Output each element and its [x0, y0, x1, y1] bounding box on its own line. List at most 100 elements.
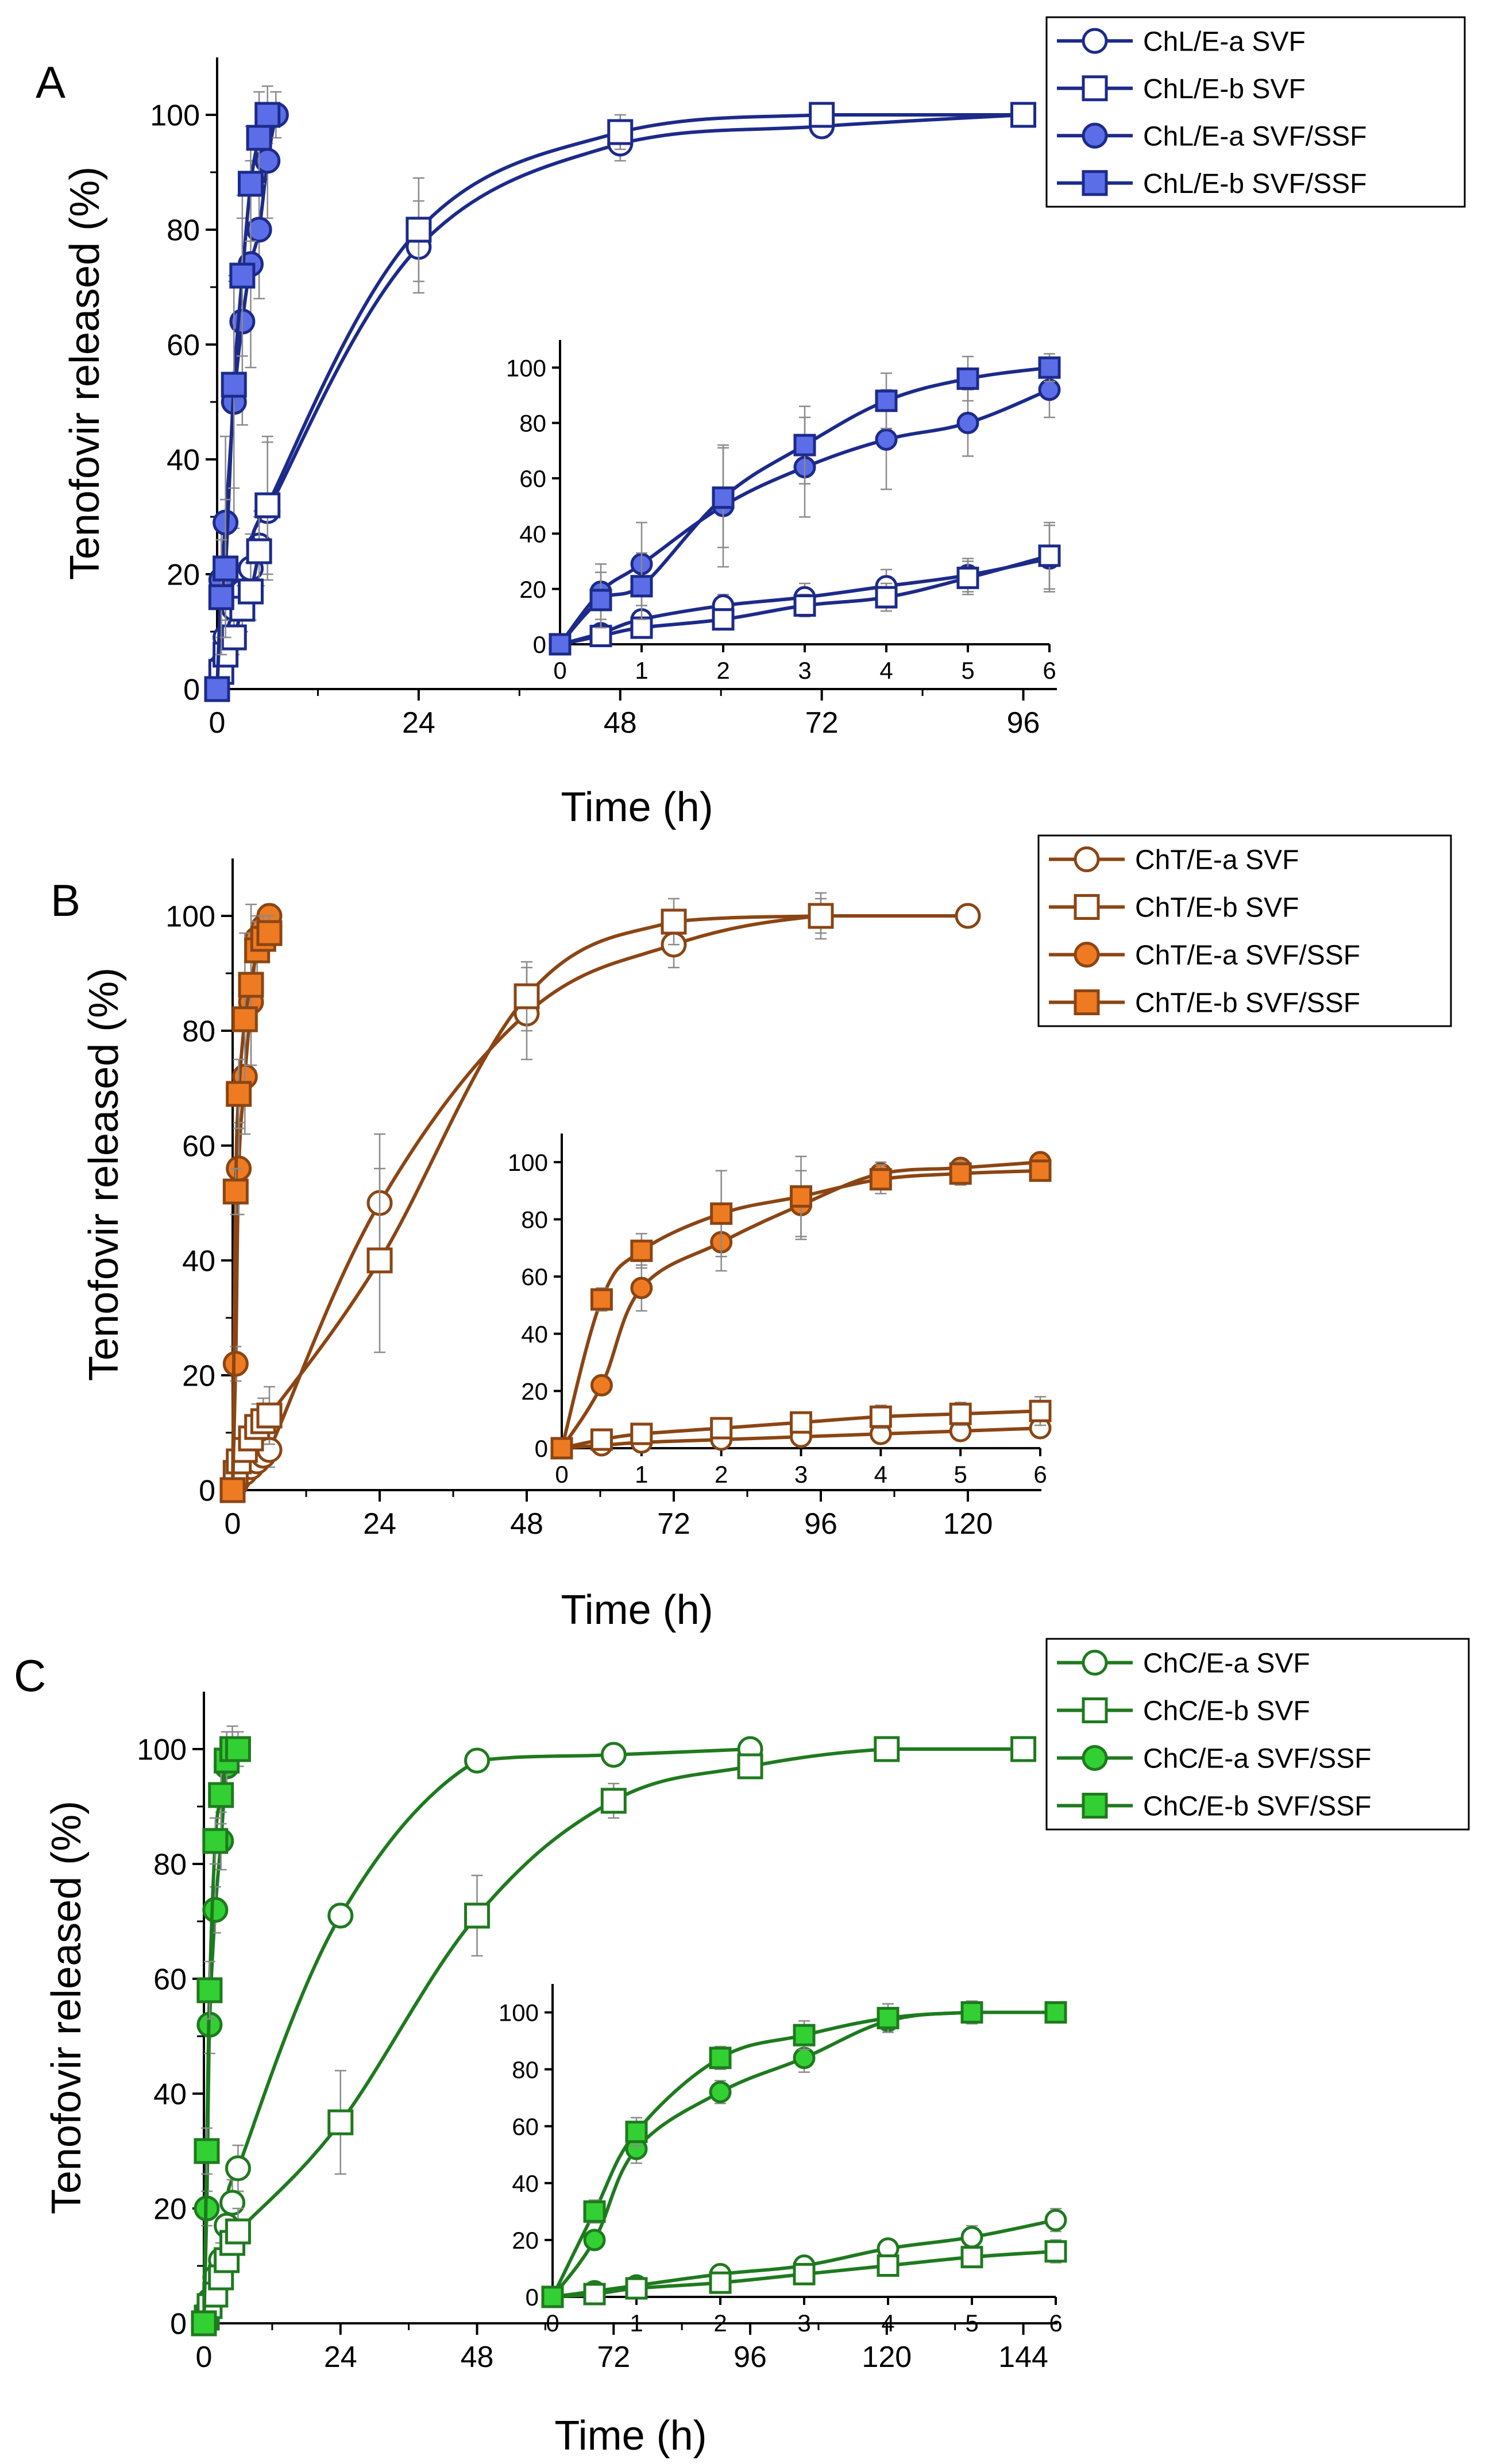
- inset-data-point: [710, 1202, 733, 1225]
- main-data-point: [600, 1788, 627, 1814]
- main-data-point: [464, 1902, 491, 1929]
- main-data-point: [808, 903, 834, 929]
- legend-marker: [1082, 1697, 1108, 1723]
- legend-label: ChT/E-a SVF: [1135, 845, 1299, 876]
- inset-data-point: [709, 2047, 732, 2070]
- inset-x-tick-label: 5: [954, 1461, 967, 1488]
- inset-y-tick-label: 40: [519, 520, 546, 547]
- main-x-tick-label: 96: [804, 1507, 837, 1541]
- inset-data-point: [793, 594, 816, 617]
- inset-x-tick-label: 0: [546, 2310, 559, 2337]
- inset-data-point: [1029, 1399, 1052, 1422]
- main-y-tick-label: 100: [165, 900, 215, 934]
- inset-data-point: [960, 2246, 983, 2269]
- main-x-tick-label: 48: [510, 1507, 543, 1541]
- main-x-tick-label: 120: [943, 1507, 993, 1541]
- legend-label: ChT/E-a SVF/SSF: [1135, 941, 1360, 971]
- inset-y-tick-label: 40: [512, 2170, 539, 2197]
- inset-data-point: [630, 616, 653, 639]
- main-data-point: [600, 1742, 627, 1768]
- main-x-tick-label: 96: [1007, 706, 1040, 740]
- legend-box: [1045, 16, 1466, 208]
- main-x-tick-label: 72: [657, 1507, 690, 1541]
- inset-data-point: [549, 633, 572, 656]
- inset-data-point: [793, 2024, 816, 2047]
- inset-y-tick-label: 60: [512, 2113, 539, 2140]
- inset-data-point: [583, 2200, 606, 2223]
- inset-x-tick-label: 4: [874, 1461, 887, 1488]
- y-axis-title: Tenofovir released (%): [44, 1801, 90, 2214]
- main-y-tick-label: 20: [167, 559, 200, 592]
- inset-data-point: [590, 1374, 613, 1397]
- inset-y-tick-label: 0: [526, 2284, 539, 2311]
- inset-data-point: [1038, 356, 1061, 379]
- main-data-point: [254, 492, 281, 519]
- inset-y-tick-label: 20: [521, 1378, 548, 1405]
- main-y-tick-label: 60: [167, 329, 200, 362]
- main-x-tick-label: 0: [209, 706, 226, 740]
- inset-data-point: [960, 2001, 983, 2024]
- main-data-point: [225, 2155, 251, 2181]
- inset-y-tick-label: 20: [519, 576, 546, 603]
- inset-data-point: [875, 428, 898, 451]
- inset-y-tick-label: 100: [499, 1999, 539, 2026]
- inset-data-point: [550, 1437, 573, 1460]
- legend-label: ChT/E-b SVF/SSF: [1135, 988, 1360, 1019]
- legend-marker: [1082, 1650, 1108, 1676]
- inset-data-point: [590, 1288, 613, 1311]
- main-data-point: [225, 2218, 251, 2245]
- inset-x-tick-label: 2: [715, 1461, 728, 1488]
- inset-series-line: [551, 2010, 1056, 2298]
- inset-data-point: [583, 2283, 606, 2306]
- main-data-point: [1010, 1736, 1037, 1762]
- main-data-point: [226, 1081, 252, 1107]
- main-x-tick-label: 24: [324, 2341, 357, 2374]
- main-data-point: [246, 538, 272, 564]
- panel-letter: C: [14, 1650, 46, 1701]
- main-y-tick-label: 20: [153, 2193, 187, 2226]
- inset-y-tick-label: 60: [521, 1263, 548, 1290]
- main-data-point: [231, 1006, 258, 1032]
- inset-data-point: [1029, 1159, 1052, 1182]
- inset-y-tick-label: 80: [512, 2056, 539, 2083]
- main-data-point: [955, 903, 981, 929]
- inset-data-point: [1038, 544, 1061, 567]
- main-x-tick-label: 24: [363, 1507, 396, 1541]
- inset-x-tick-label: 0: [553, 657, 566, 684]
- legend-marker: [1082, 170, 1108, 196]
- main-x-tick-label: 48: [604, 706, 637, 740]
- main-y-tick-label: 0: [170, 2308, 187, 2341]
- inset-y-tick-label: 40: [521, 1321, 548, 1348]
- main-data-point: [208, 584, 234, 610]
- legend-marker: [1074, 846, 1100, 872]
- legend-marker: [1074, 942, 1100, 968]
- legend-marker: [1082, 1793, 1108, 1819]
- main-data-point: [1010, 102, 1037, 128]
- legend-label: ChC/E-b SVF/SSF: [1143, 1792, 1371, 1822]
- main-x-tick-label: 0: [196, 2341, 213, 2374]
- inset-data-point: [790, 1185, 812, 1208]
- legend-marker: [1074, 894, 1100, 920]
- inset-y-tick-label: 80: [519, 410, 546, 437]
- inset-data-point: [630, 1277, 653, 1299]
- main-data-point: [194, 2138, 220, 2164]
- main-data-point: [246, 125, 272, 151]
- legend-label: ChC/E-a SVF: [1143, 1649, 1310, 1679]
- inset-data-point: [877, 2006, 900, 2029]
- legend-label: ChL/E-b SVF/SSF: [1143, 169, 1367, 199]
- inset-data-point: [877, 2254, 900, 2277]
- main-data-point: [202, 1897, 229, 1923]
- inset-data-point: [793, 2262, 816, 2285]
- y-axis-title: Tenofovir released (%): [62, 167, 108, 580]
- inset-y-tick-label: 100: [508, 1149, 548, 1176]
- main-y-tick-label: 40: [167, 444, 200, 477]
- main-y-tick-label: 40: [182, 1245, 215, 1278]
- main-data-point: [256, 1402, 283, 1429]
- main-data-point: [464, 1747, 491, 1774]
- inset-data-point: [949, 1402, 972, 1425]
- main-x-tick-label: 120: [862, 2341, 912, 2374]
- main-y-tick-label: 60: [182, 1130, 215, 1163]
